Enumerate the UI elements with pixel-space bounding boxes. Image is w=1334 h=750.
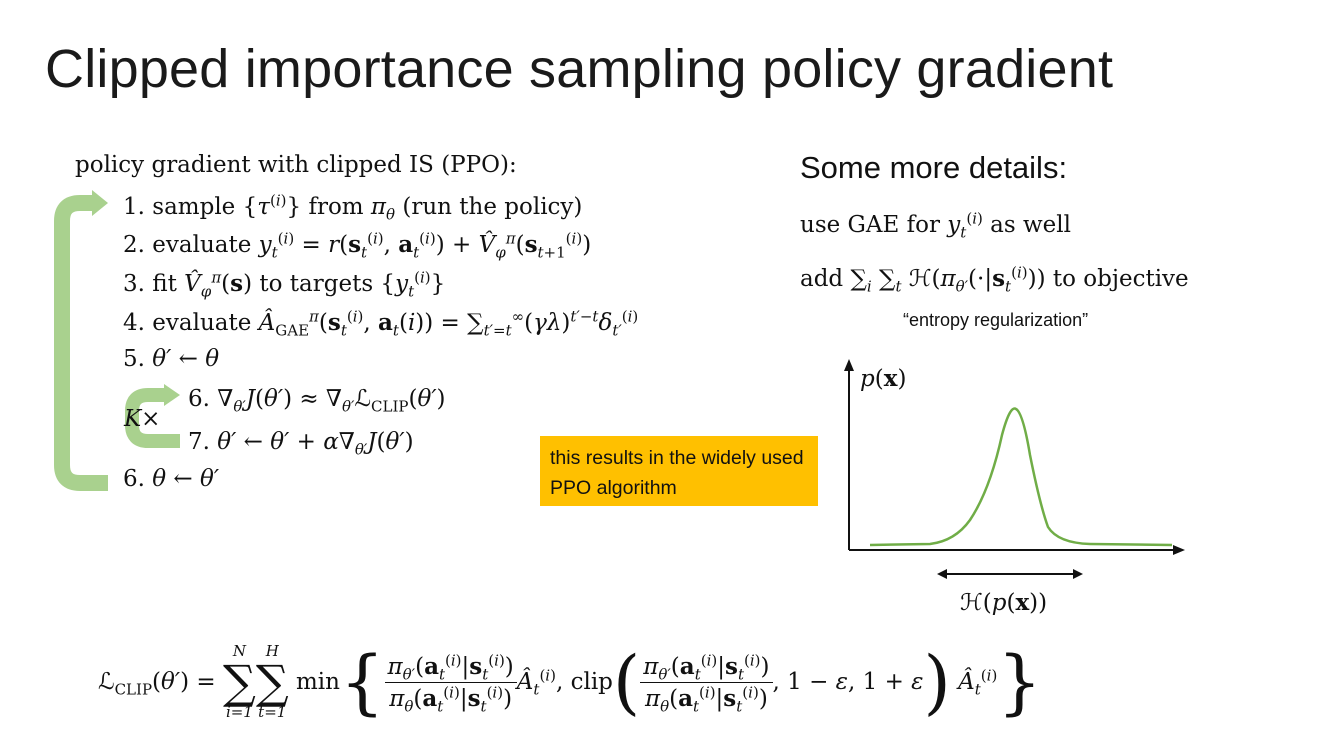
distribution-curve [869,407,1173,547]
details-heading: Some more details: [800,150,1068,185]
step-number: 4. [123,310,145,336]
ppo-callout: this results in the widely used PPO algo… [540,436,818,506]
details-line-gae: use GAE for yt(i) as well [800,209,1072,242]
step-number: 7. [188,429,210,455]
step-7-inner: 7. θ′ ← θ′ + α∇θ′J(θ′) [188,429,414,459]
step-6-final: 6. θ ← θ′ [123,466,220,492]
y-axis-arrow [844,359,854,371]
step-2: 2. evaluate yt(i) = r(st(i), at(i)) + V̂… [123,229,592,262]
step-3: 3. fit V̂φπ(s) to targets {yt(i)} [123,268,446,301]
clip-ratio-fraction: πθ′(at(i)|st(i)) πθ(at(i)|st(i)) [640,652,773,714]
step-number: 5. [123,346,145,372]
inner-loop-label: K× [124,406,161,432]
entropy-width-arrow [937,569,1083,579]
entropy-plot [844,359,1185,555]
step-number: 2. [123,232,145,258]
algorithm-header: policy gradient with clipped IS (PPO): [75,152,517,178]
step-number: 6. [188,386,210,412]
step-1: 1. sample {τ(i)} from πθ (run the policy… [123,191,583,224]
plot-ylabel: p(x) [860,365,907,392]
step-6-inner: 6. ∇θ′J(θ′) ≈ ∇θ′ℒCLIP(θ′) [188,386,446,416]
inner-loop-arrow [125,384,180,448]
step-4: 4. evaluate ÂGAEπ(st(i), at(i)) = ∑t′=t∞… [123,307,639,340]
plot-xlabel: ℋ(p(x)) [960,589,1048,616]
clip-objective: ℒCLIP(θ′) = N ∑ i=1 H ∑ t=1 min { πθ′(at… [98,641,1042,723]
step-number: 1. [123,194,145,220]
entropy-quote: “entropy regularization” [903,310,1089,330]
ratio-fraction: πθ′(at(i)|st(i)) πθ(at(i)|st(i)) [384,652,517,714]
x-axis-arrow [1173,545,1185,555]
slide-title: Clipped importance sampling policy gradi… [45,39,1114,99]
step-5: 5. θ′ ← θ [123,346,220,372]
outer-loop-arrow [54,190,108,491]
sum-t: H ∑ t=1 [255,642,289,721]
step-number: 6. [123,466,145,492]
details-line-entropy: add ∑i ∑t ℋ(πθ′(·|st(i))) to objective [800,263,1189,296]
sum-i: N ∑ i=1 [222,642,256,721]
step-number: 3. [123,271,145,297]
